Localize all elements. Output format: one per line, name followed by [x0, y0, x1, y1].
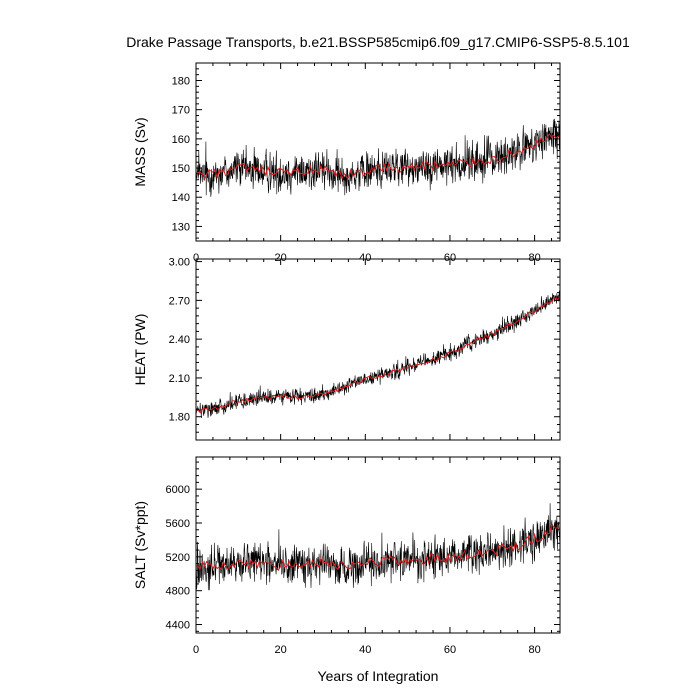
y-tick-label: 2.40: [169, 334, 190, 346]
raw-series-line: [196, 118, 560, 197]
smoothed-series-line: [196, 524, 560, 571]
x-tick-label: 60: [444, 644, 456, 656]
y-tick-label: 5600: [166, 518, 190, 530]
x-tick-label: 60: [444, 252, 456, 264]
y-tick-label: 130: [172, 221, 190, 233]
y-tick-label: 2.10: [169, 373, 190, 385]
plot-frame: [195, 258, 561, 441]
panel-1: 130 140 150 160 170 180 0 20 40 60 80 MASS (Sv): [132, 62, 561, 264]
x-tick-label: 40: [359, 252, 371, 264]
panel-2: 1.80 2.10 2.40 2.70 3.00 HEAT (PW): [132, 257, 561, 441]
x-tick-label: 20: [275, 644, 287, 656]
x-tick-label: 80: [528, 644, 540, 656]
x-tick-label: 40: [359, 644, 371, 656]
y-tick-label: 6000: [166, 484, 190, 496]
plot-frame: [195, 456, 561, 634]
y-tick-label: 1.80: [169, 412, 190, 424]
y-axis-title: MASS (Sv): [132, 117, 148, 186]
smoothed-series-line: [196, 133, 560, 181]
y-tick-label: 3.00: [169, 257, 190, 269]
x-tick-label: 0: [193, 252, 199, 264]
raw-series-line: [196, 290, 560, 419]
x-tick-label: 0: [193, 644, 199, 656]
y-tick-label: 180: [172, 76, 190, 88]
raw-series-line: [196, 503, 560, 591]
x-tick-label: 80: [528, 252, 540, 264]
y-tick-label: 150: [172, 163, 190, 175]
y-tick-label: 4800: [166, 586, 190, 598]
y-tick-label: 5200: [166, 552, 190, 564]
y-tick-label: 140: [172, 192, 190, 204]
y-tick-label: 170: [172, 105, 190, 117]
figure-title: Drake Passage Transports, b.e21.BSSP585c…: [126, 34, 630, 50]
x-tick-label: 20: [275, 252, 287, 264]
plot-frame: [195, 62, 561, 242]
y-tick-label: 4400: [166, 620, 190, 632]
y-axis-title: HEAT (PW): [132, 314, 148, 386]
y-axis-title: SALT (Sv*ppt): [132, 501, 148, 589]
x-axis-title: Years of Integration: [318, 668, 439, 684]
y-tick-label: 2.70: [169, 295, 190, 307]
panel-3: 4400 4800 5200 5600 6000 0 20 40 60 80 SALT (Sv*pp…: [132, 456, 561, 656]
panels: 130 140 150 160 170 180 0 20 40 60 80 MASS (Sv) 1.80…: [132, 62, 561, 656]
y-tick-label: 160: [172, 134, 190, 146]
smoothed-series-line: [196, 295, 560, 414]
